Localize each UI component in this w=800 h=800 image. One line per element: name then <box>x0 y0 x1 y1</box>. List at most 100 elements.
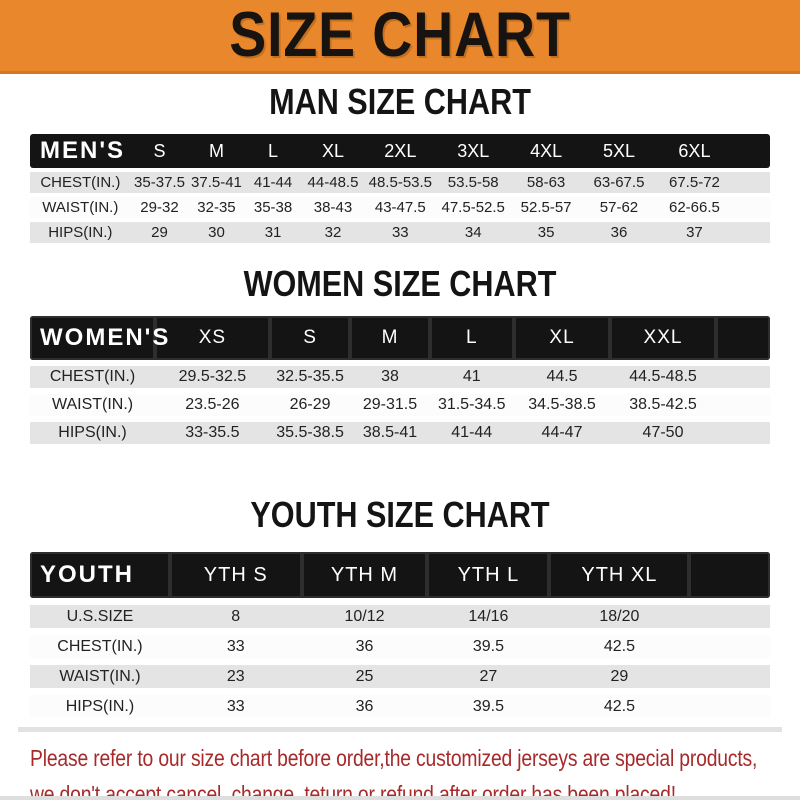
row-spacer <box>689 665 770 688</box>
cell-value: 62-66.5 <box>655 197 733 218</box>
row-label: WAIST(IN.) <box>30 394 156 416</box>
cell-value: 38.5-42.5 <box>610 394 716 416</box>
men-size-table: MEN'S S M L XL 2XL 3XL 4XL 5XL 6XL CHEST(IN.) 35-37… <box>30 130 770 247</box>
column-header: XL <box>513 316 611 360</box>
table-corner-label: MEN'S <box>30 134 131 168</box>
table-row: HIPS(IN.) 33 36 39.5 42.5 <box>30 695 770 718</box>
cell-value: 36 <box>301 695 428 718</box>
column-header: M <box>188 134 245 168</box>
cell-value: 35 <box>510 222 582 243</box>
cell-value: 43-47.5 <box>364 197 437 218</box>
header-spacer <box>732 134 770 168</box>
table-row: CHEST(IN.) 35-37.5 37.5-41 41-44 44-48.5 48.5… <box>30 172 770 193</box>
table-header-row: MEN'S S M L XL 2XL 3XL 4XL 5XL 6XL <box>30 134 770 168</box>
cell-value: 36 <box>581 222 656 243</box>
row-label: HIPS(IN.) <box>30 222 131 243</box>
row-label: HIPS(IN.) <box>30 422 156 444</box>
page-title: SIZE CHART <box>229 0 571 70</box>
cell-value: 29 <box>549 665 690 688</box>
cell-value: 35-38 <box>244 197 302 218</box>
cell-value: 39.5 <box>427 695 550 718</box>
men-section-heading-text: MAN SIZE CHART <box>269 81 531 122</box>
row-spacer <box>715 422 770 444</box>
cell-value: 42.5 <box>549 695 690 718</box>
men-section-heading: MAN SIZE CHART <box>0 81 800 122</box>
cell-value: 8 <box>169 605 302 628</box>
table-header-row: YOUTH YTH S YTH M YTH L YTH XL <box>30 552 770 598</box>
table-corner-label: YOUTH <box>30 552 170 598</box>
cell-value: 37.5-41 <box>188 172 245 193</box>
cell-value: 31.5-34.5 <box>429 394 514 416</box>
row-spacer <box>689 635 770 658</box>
cell-value: 33-35.5 <box>155 422 270 444</box>
column-header: XXL <box>610 316 716 360</box>
cell-value: 58-63 <box>510 172 582 193</box>
cell-value: 33 <box>364 222 437 243</box>
men-section: MAN SIZE CHART MEN'S S M L XL 2XL 3XL 4XL 5XL 6XL… <box>0 81 800 247</box>
cell-value: 14/16 <box>427 605 550 628</box>
cell-value: 23.5-26 <box>155 394 270 416</box>
cell-value: 44.5 <box>513 366 611 388</box>
cell-value: 32-35 <box>188 197 245 218</box>
table-row: HIPS(IN.) 29 30 31 32 33 34 35 36 37 <box>30 222 770 243</box>
table-row: WAIST(IN.) 29-32 32-35 35-38 38-43 43-47.5 47.… <box>30 197 770 218</box>
cell-value: 34.5-38.5 <box>513 394 611 416</box>
women-section: WOMEN SIZE CHART WOMEN'S XS S M L XL XXL CHEST(… <box>0 263 800 450</box>
cell-value: 41-44 <box>429 422 514 444</box>
cell-value: 48.5-53.5 <box>364 172 437 193</box>
table-row: HIPS(IN.) 33-35.5 35.5-38.5 38.5-41 41-44 44-… <box>30 422 770 444</box>
cell-value: 39.5 <box>427 635 550 658</box>
table-corner-label: WOMEN'S <box>30 316 168 360</box>
cell-value: 33 <box>169 635 302 658</box>
row-label: WAIST(IN.) <box>30 665 170 688</box>
cell-value: 42.5 <box>549 635 690 658</box>
row-label: CHEST(IN.) <box>30 172 131 193</box>
cell-value: 35-37.5 <box>130 172 189 193</box>
cell-value: 32.5-35.5 <box>269 366 351 388</box>
cell-value: 44-47 <box>513 422 611 444</box>
row-spacer <box>732 172 770 193</box>
youth-section-heading-text: YOUTH SIZE CHART <box>250 494 550 535</box>
cell-value: 41-44 <box>244 172 302 193</box>
row-label: CHEST(IN.) <box>30 635 170 658</box>
row-label: CHEST(IN.) <box>30 366 156 388</box>
disclaimer-line-2: we don't accept cancel, change, teturn o… <box>30 781 676 800</box>
table-row: WAIST(IN.) 23.5-26 26-29 29-31.5 31.5-34.5 34… <box>30 394 770 416</box>
column-header: M <box>350 316 430 360</box>
cell-value: 47.5-52.5 <box>436 197 511 218</box>
cell-value: 29.5-32.5 <box>155 366 270 388</box>
header-spacer <box>689 552 770 598</box>
cell-value: 34 <box>436 222 511 243</box>
column-header: S <box>269 316 351 360</box>
table-row: CHEST(IN.) 29.5-32.5 32.5-35.5 38 41 44.5 44.5… <box>30 366 770 388</box>
header-spacer <box>715 316 770 360</box>
youth-size-table: YOUTH YTH S YTH M YTH L YTH XL U.S.SIZE 8 10/12… <box>30 545 770 725</box>
column-header: L <box>429 316 514 360</box>
column-header: XL <box>301 134 365 168</box>
bottom-edge-strip <box>0 796 800 800</box>
cell-value: 35.5-38.5 <box>269 422 351 444</box>
table-row: U.S.SIZE 8 10/12 14/16 18/20 <box>30 605 770 628</box>
cell-value: 33 <box>169 695 302 718</box>
women-section-heading: WOMEN SIZE CHART <box>0 263 800 304</box>
column-header: XS <box>155 316 270 360</box>
cell-value: 37 <box>655 222 733 243</box>
column-header: 5XL <box>581 134 656 168</box>
row-label: WAIST(IN.) <box>30 197 131 218</box>
cell-value: 47-50 <box>610 422 716 444</box>
cell-value: 38 <box>350 366 430 388</box>
cell-value: 29 <box>130 222 189 243</box>
cell-value: 44-48.5 <box>301 172 365 193</box>
cell-value: 41 <box>429 366 514 388</box>
row-spacer <box>732 197 770 218</box>
cell-value: 25 <box>301 665 428 688</box>
row-spacer <box>689 695 770 718</box>
column-header: YTH S <box>169 552 302 598</box>
cell-value: 27 <box>427 665 550 688</box>
youth-section-heading: YOUTH SIZE CHART <box>0 494 800 535</box>
column-header: 4XL <box>510 134 582 168</box>
women-section-heading-text: WOMEN SIZE CHART <box>243 263 557 304</box>
row-label: U.S.SIZE <box>30 605 170 628</box>
cell-value: 67.5-72 <box>655 172 733 193</box>
